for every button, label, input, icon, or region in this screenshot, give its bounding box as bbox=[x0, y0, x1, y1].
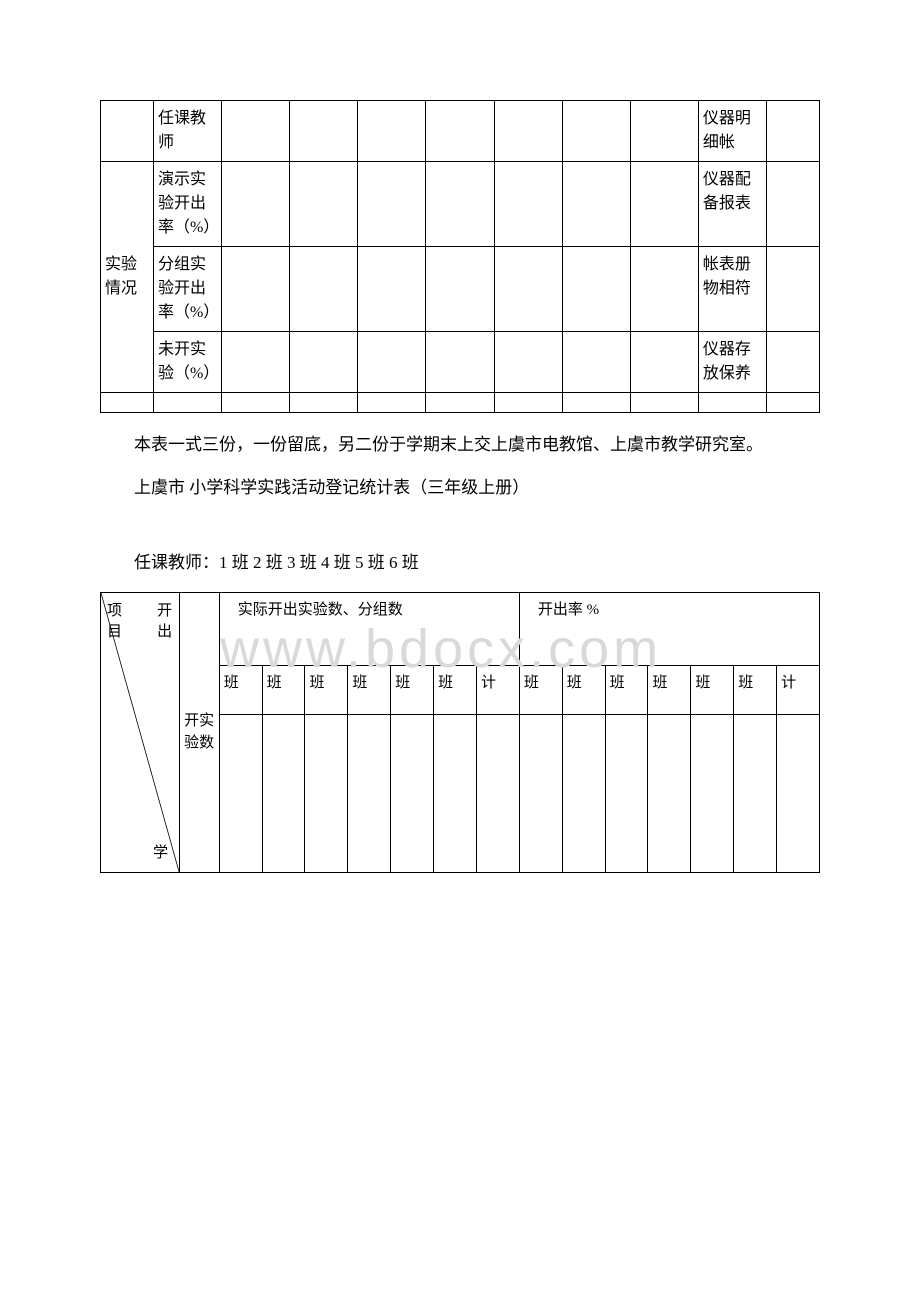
cell-blank bbox=[562, 162, 630, 247]
cell-blank bbox=[391, 714, 434, 872]
col-label: 班 bbox=[219, 666, 262, 714]
table-row: 实验情况 演示实验开出率（%） 仪器配备报表 bbox=[101, 162, 820, 247]
table-activity-stats: 项目 开出 学 开实验数 实际开出实验数、分组数 开出率 % 班 班 班 班 班… bbox=[100, 592, 820, 873]
col-label: 计 bbox=[476, 666, 519, 714]
col-label: 班 bbox=[605, 666, 648, 714]
cell-blank bbox=[494, 162, 562, 247]
cell-sub-label: 演示实验开出率（%） bbox=[153, 162, 221, 247]
cell-row-group-label: 实验情况 bbox=[101, 162, 154, 393]
col-label: 班 bbox=[648, 666, 691, 714]
cell-sub-label: 分组实验开出率（%） bbox=[153, 247, 221, 332]
cell-blank bbox=[222, 101, 290, 162]
cell-rowhead2: 开实验数 bbox=[180, 592, 220, 872]
table-row: 未开实验（%） 仪器存放保养 bbox=[101, 332, 820, 393]
cell-blank bbox=[426, 247, 494, 332]
cell-blank bbox=[358, 247, 426, 332]
cell-blank bbox=[219, 714, 262, 872]
table-row: 分组实验开出率（%） 帐表册物相符 bbox=[101, 247, 820, 332]
cell-blank bbox=[562, 332, 630, 393]
col-label: 班 bbox=[434, 666, 477, 714]
diag-label-bot: 学 bbox=[153, 843, 173, 864]
cell-blank bbox=[262, 714, 305, 872]
cell-blank bbox=[290, 247, 358, 332]
diag-label-top: 项目 bbox=[107, 601, 127, 643]
cell-row-group-empty bbox=[101, 101, 154, 162]
col-label: 班 bbox=[562, 666, 605, 714]
cell-right-label: 仪器配备报表 bbox=[698, 162, 766, 247]
cell-blank bbox=[290, 162, 358, 247]
cell-blank bbox=[290, 332, 358, 393]
cell-blank bbox=[494, 101, 562, 162]
cell-blank bbox=[777, 714, 820, 872]
cell-blank bbox=[734, 714, 777, 872]
col-label: 班 bbox=[519, 666, 562, 714]
table-experiment-summary: 任课教师 仪器明细帐 实验情况 演示实验开出率（%） bbox=[100, 100, 820, 413]
cell-right-label: 仪器明细帐 bbox=[698, 101, 766, 162]
cell-blank bbox=[630, 332, 698, 393]
cell-blank bbox=[562, 101, 630, 162]
cell-blank bbox=[358, 393, 426, 413]
cell-blank bbox=[222, 247, 290, 332]
cell-blank bbox=[290, 393, 358, 413]
cell-blank bbox=[519, 714, 562, 872]
cell-sub-label: 任课教师 bbox=[153, 101, 221, 162]
paragraph-note: 本表一式三份，一份留底，另二份于学期末上交上虞市电教馆、上虞市教学研究室。 bbox=[100, 431, 820, 460]
cell-blank bbox=[766, 162, 819, 247]
table-row bbox=[101, 393, 820, 413]
cell-blank bbox=[630, 162, 698, 247]
cell-blank bbox=[494, 393, 562, 413]
cell-blank bbox=[358, 332, 426, 393]
cell-blank bbox=[358, 101, 426, 162]
table-row: 项目 开出 学 开实验数 实际开出实验数、分组数 开出率 % bbox=[101, 592, 820, 666]
cell-blank bbox=[426, 393, 494, 413]
cell-blank bbox=[630, 393, 698, 413]
cell-blank bbox=[348, 714, 391, 872]
cell-blank bbox=[605, 714, 648, 872]
cell-blank bbox=[426, 162, 494, 247]
cell-blank bbox=[222, 332, 290, 393]
cell-blank bbox=[222, 393, 290, 413]
diagonal-header-cell: 项目 开出 学 bbox=[101, 592, 180, 872]
diag-label-mid: 开出 bbox=[157, 601, 173, 643]
cell-sub-label: 未开实验（%） bbox=[153, 332, 221, 393]
cell-blank bbox=[494, 332, 562, 393]
paragraph-classes: 任课教师：1 班 2 班 3 班 4 班 5 班 6 班 bbox=[100, 549, 820, 578]
paragraph-title: 上虞市 小学科学实践活动登记统计表（三年级上册） bbox=[100, 474, 820, 503]
col-label: 班 bbox=[691, 666, 734, 714]
cell-right-label: 仪器存放保养 bbox=[698, 332, 766, 393]
header-group-actual: 实际开出实验数、分组数 bbox=[219, 592, 519, 666]
cell-blank bbox=[691, 714, 734, 872]
cell-blank bbox=[101, 393, 154, 413]
cell-blank bbox=[766, 332, 819, 393]
cell-blank bbox=[434, 714, 477, 872]
cell-blank bbox=[698, 393, 766, 413]
cell-blank bbox=[766, 101, 819, 162]
table-row: 任课教师 仪器明细帐 bbox=[101, 101, 820, 162]
cell-right-label: 帐表册物相符 bbox=[698, 247, 766, 332]
cell-blank bbox=[305, 714, 348, 872]
col-label: 计 bbox=[777, 666, 820, 714]
cell-blank bbox=[630, 101, 698, 162]
cell-blank bbox=[562, 393, 630, 413]
cell-blank bbox=[358, 162, 426, 247]
cell-blank bbox=[426, 101, 494, 162]
cell-blank bbox=[476, 714, 519, 872]
cell-blank bbox=[766, 247, 819, 332]
col-label: 班 bbox=[348, 666, 391, 714]
col-label: 班 bbox=[305, 666, 348, 714]
header-group-rate: 开出率 % bbox=[519, 592, 819, 666]
cell-blank bbox=[494, 247, 562, 332]
cell-blank bbox=[222, 162, 290, 247]
cell-blank bbox=[648, 714, 691, 872]
cell-blank bbox=[766, 393, 819, 413]
cell-blank bbox=[562, 247, 630, 332]
col-label: 班 bbox=[391, 666, 434, 714]
cell-blank bbox=[630, 247, 698, 332]
cell-blank bbox=[426, 332, 494, 393]
col-label: 班 bbox=[262, 666, 305, 714]
cell-blank bbox=[562, 714, 605, 872]
col-label: 班 bbox=[734, 666, 777, 714]
cell-blank bbox=[290, 101, 358, 162]
cell-blank bbox=[153, 393, 221, 413]
